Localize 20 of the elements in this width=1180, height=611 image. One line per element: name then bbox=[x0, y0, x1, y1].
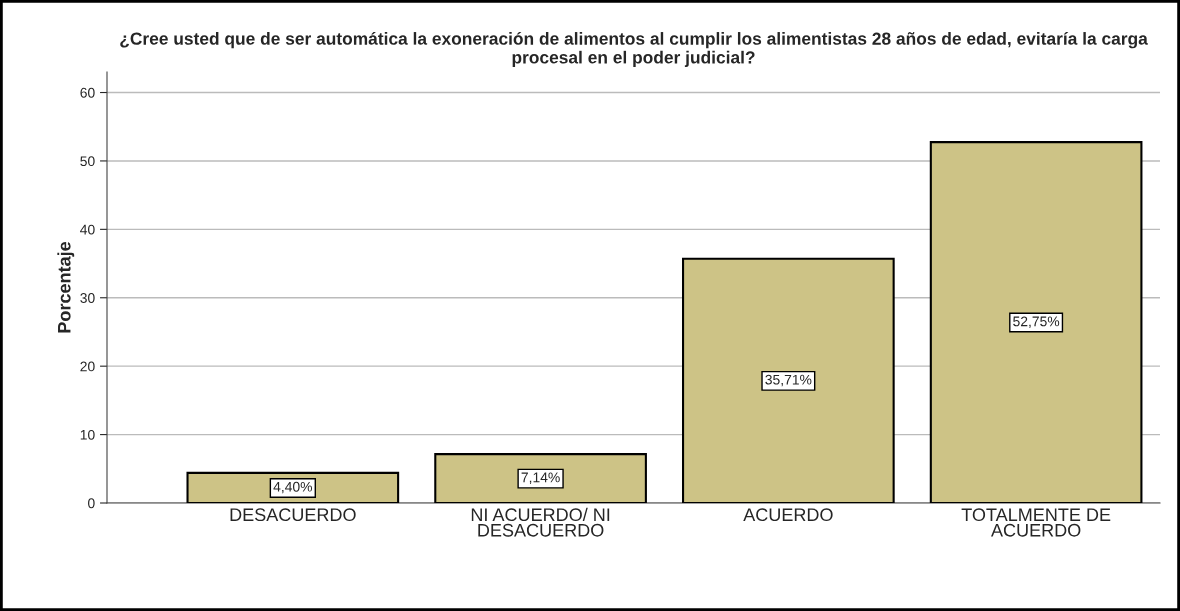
y-tick-label: 10 bbox=[80, 429, 95, 440]
data-label: 4,40% bbox=[273, 481, 313, 494]
y-axis-title: Porcentaje bbox=[57, 241, 75, 333]
y-tick-label: 20 bbox=[80, 361, 95, 372]
y-tick-label: 0 bbox=[88, 498, 95, 509]
y-tick-label: 50 bbox=[80, 156, 95, 167]
bar bbox=[929, 141, 1143, 503]
chart-title: ¿Cree usted que de ser automática la exoneración de alimentos al cumplir los alimentistas 28 años de edad, evitaría la carga procesal en el poder judicial? bbox=[120, 31, 1148, 68]
y-tick-label: 60 bbox=[80, 87, 95, 98]
x-tick-label: ACUERDO bbox=[743, 508, 833, 522]
x-tick-label: DESACUERDO bbox=[230, 508, 356, 522]
bar bbox=[682, 257, 895, 503]
data-label: 7,14% bbox=[521, 472, 560, 484]
x-tick-label: TOTALMENTE DE ACUERDO bbox=[961, 508, 1111, 537]
y-tick-label: 40 bbox=[80, 224, 95, 235]
bar bbox=[434, 453, 647, 503]
x-tick-label: NI ACUERDO/ NI DESACUERDO bbox=[471, 507, 610, 537]
data-label: 52,75% bbox=[1013, 316, 1060, 328]
y-tick-label: 30 bbox=[80, 293, 95, 303]
data-label: 35,71% bbox=[765, 374, 812, 387]
